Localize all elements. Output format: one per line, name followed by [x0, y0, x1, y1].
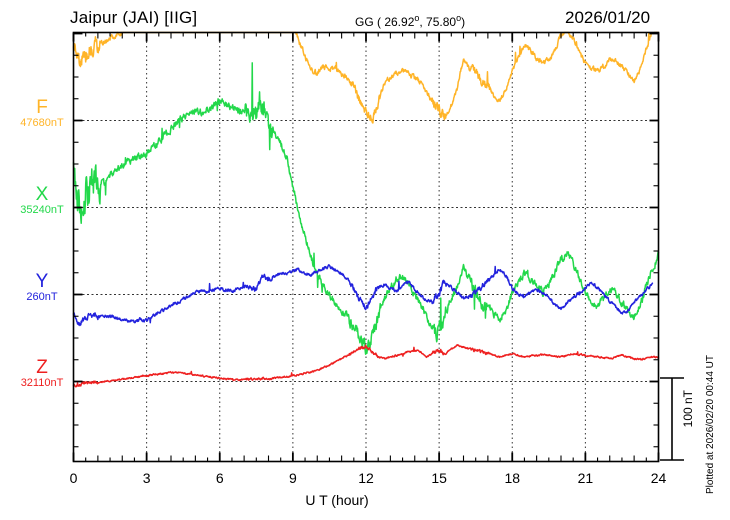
- x-tick-label-12: 12: [358, 470, 374, 486]
- x-tick-label-3: 3: [142, 470, 151, 486]
- x-axis-title: U T (hour): [0, 492, 730, 508]
- series-label-x: X 35240nT: [12, 185, 72, 216]
- series-baseline-x: 35240nT: [20, 203, 64, 216]
- x-tick-label-24: 24: [650, 470, 667, 486]
- component-baselines: [73, 120, 659, 382]
- geo-mid: , 75.80: [419, 15, 457, 29]
- x-tick-label-9: 9: [288, 470, 297, 486]
- plotted-at-timestamp: Plotted at 2026/02/20 00:44 UT: [705, 355, 716, 494]
- series-symbol-f: F: [36, 97, 48, 118]
- x-tick-label-0: 0: [69, 470, 78, 486]
- observation-date: 2026/01/20: [565, 8, 651, 27]
- series-label-y: Y 260nT: [12, 272, 72, 303]
- x-tick-label-21: 21: [577, 470, 594, 486]
- degree-sign-lat: o: [414, 13, 420, 23]
- series-label-z: Z 32110nT: [12, 358, 72, 389]
- x-tick-label-6: 6: [215, 470, 224, 486]
- series-symbol-y: Y: [35, 271, 49, 292]
- series-symbol-z: Z: [36, 357, 48, 378]
- geographic-coordinates: GG ( 26.92o, 75.80o): [355, 13, 465, 29]
- degree-sign-lon: o: [456, 13, 462, 23]
- axis-ticks: [72, 32, 660, 462]
- geo-prefix: GG ( 26.92: [355, 15, 415, 29]
- scale-bar-label: 100 nT: [681, 390, 695, 428]
- series-label-f: F 47680nT: [12, 98, 72, 129]
- x-tick-label-18: 18: [504, 470, 521, 486]
- x-tick-label-15: 15: [431, 470, 447, 486]
- geo-suffix: ): [461, 15, 466, 29]
- series-baseline-z: 32110nT: [20, 376, 64, 389]
- series-baseline-y: 260nT: [26, 290, 58, 303]
- x-axis-title-text: U T (hour): [305, 492, 369, 508]
- series-baseline-f: 47680nT: [20, 116, 64, 129]
- data-traces: [72, 31, 660, 388]
- page-title: Jaipur (JAI) [IIG]: [70, 8, 198, 27]
- series-symbol-x: X: [35, 184, 49, 205]
- scale-bar: [660, 377, 684, 461]
- gridlines: [146, 32, 586, 462]
